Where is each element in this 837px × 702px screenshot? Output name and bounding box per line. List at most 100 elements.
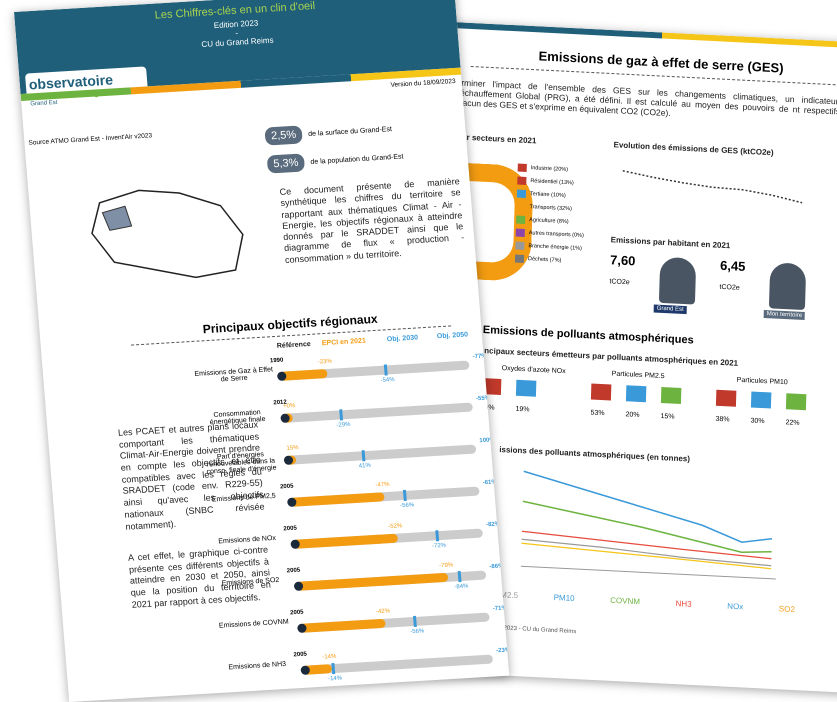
group-name: Particules PM2.5 [612,371,665,381]
sector-legend: Industrie (20%) Résidentiel (13%) Tertiair… [515,161,586,268]
sector-icon [517,176,526,184]
legend-item: EPCI en 2021 [322,338,367,348]
front-page: Les Chiffres-clés en un clin d'oeil Edit… [14,0,509,702]
ges-evolution-chart [612,155,814,220]
group-icon [786,393,806,410]
sector-label: Agriculture (8%) [529,217,569,225]
epci-value: -14% [322,654,336,661]
per-capita-unit: tCO2e [609,278,629,286]
reference-year: 2005 [287,568,301,575]
group-share: 53% [590,410,604,418]
group-share: 20% [625,411,639,419]
obj2030-value: -14% [328,676,342,683]
per-capita-label: Mon territoire [764,310,806,320]
stat-row: 2,5% de la surface du Grand-Est [264,119,402,145]
pollutants-title: Emissions de polluants atmosphériques [483,324,694,347]
epci-value: -52% [388,523,402,530]
sector-label: Autres transports (0%) [529,230,584,239]
group-icon [716,390,736,407]
epci-value: -47% [375,482,389,489]
epci-fill [289,492,385,507]
group-share: 15% [660,413,674,421]
evolution-title: Evolution des émissions de GES (ktCO2e) [613,140,773,157]
sector-icon [518,163,527,171]
sector-icon [515,241,524,249]
objective-label: Emissions de NH3 [217,660,298,672]
sector-label: Industrie (20%) [531,165,568,173]
group-share: 30% [750,418,764,426]
legend-item: SO2 [779,604,795,614]
legend-item: Obj. 2050 [437,331,469,340]
pollutant-groups: Oxydes d'azote NOx26%19%Particules PM2.5… [480,364,837,443]
legend-item: Référence [277,341,311,350]
sector-icon [515,254,524,262]
obj2030-value: -84% [454,584,468,591]
sector-label: Tertiaire (10%) [530,191,566,199]
group-name: Particules PM10 [737,377,788,387]
source: Source ATMO Grand Est - Invent'Air v2023 [28,132,152,146]
version: Version du 18/09/2023 [390,78,456,89]
legend-item: PM10 [554,593,575,603]
text-pcaet: Les PCAET et autres plans locaux comport… [118,419,266,533]
stat-value: 2,5% [264,125,303,145]
legend-item: Obj. 2030 [387,334,419,343]
legend-item: NOx [727,602,743,612]
track [286,445,477,465]
objective-label: Emissions de Gaz à Effet de Serre [193,366,274,385]
person-icon [769,262,806,310]
stat-value: 5,3% [267,153,306,173]
per-capita-unit: tCO2e [719,284,739,292]
group-share: 38% [715,416,729,424]
epci-value: -79% [439,562,453,569]
intro: terminer l'impact de l'ensemble des GES … [453,77,837,127]
stripe [452,22,837,49]
sector-label: Résidentiel (13%) [530,178,574,186]
person-icon [659,257,696,305]
sector-icon [516,215,525,223]
group-share: 19% [515,406,529,414]
epci-value: -23% [318,359,332,366]
pollutant-trend-chart [520,461,784,594]
group-icon [591,384,611,401]
group-share: 22% [785,419,799,427]
stat-label: de la population du Grand-Est [310,153,404,166]
epci-fill [299,619,385,633]
objective-label: Emissions de COVNM [214,618,295,630]
text-graph: A cet effet, le graphique ci-contre prés… [128,544,273,611]
group-name: Oxydes d'azote NOx [502,365,566,375]
sector-row: Déchets (7%) [515,252,583,268]
obj2030-value: -54% [380,377,394,384]
sector-label: Transports (32%) [529,204,571,212]
description: Ce document présente de manière synthéti… [279,176,465,266]
epci-value: -42% [376,608,390,615]
per-capita-value: 7,60 [610,252,636,268]
obj2030-value: 41% [359,463,371,470]
group-icon [516,380,536,397]
track [282,403,473,423]
reference-year: 2005 [293,652,307,659]
obj2030-value: -56% [400,502,414,509]
sector-icon [516,202,525,210]
stat-label: de la surface du Grand-Est [308,125,392,137]
reference-year: 2005 [290,610,304,617]
sector-icon [517,189,526,197]
reference-year: 2005 [283,526,297,533]
epci-fill [292,534,397,549]
epci-value: 15% [286,445,298,452]
epci-fill [296,573,449,591]
stat-row: 5,3% de la population du Grand-Est [267,147,405,173]
objective-label: Emissions de NOx [207,534,288,546]
obj2030-value: -72% [432,543,446,550]
obj2030-value: -56% [410,628,424,635]
group-icon [751,392,771,409]
map [78,174,257,294]
legend-item: NH3 [675,599,691,609]
per-capita-title: Emissions par habitant en 2021 [611,235,731,250]
per-capita-value: 6,45 [720,258,746,274]
stats: 2,5% de la surface du Grand-Est 5,3% de la … [264,119,405,183]
reference-year: 1990 [270,358,284,365]
sector-label: Branche énergie (1%) [528,243,582,252]
